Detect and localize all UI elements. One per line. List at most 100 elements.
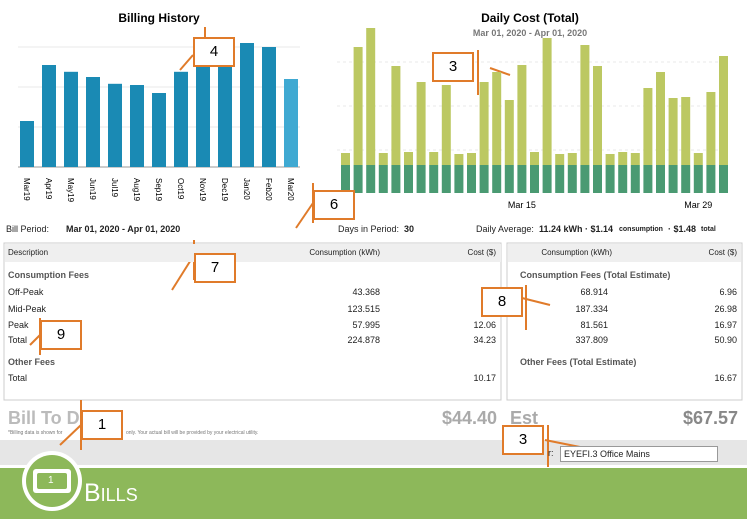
bar-segment [567, 153, 577, 165]
bar-segment [643, 88, 653, 165]
bar [196, 65, 210, 167]
label: Days in Period: [338, 224, 400, 234]
bar-segment [693, 153, 703, 165]
bar-segment [681, 165, 691, 193]
callout-line [489, 67, 511, 76]
callout: 9 [40, 320, 82, 350]
bar-segment [593, 165, 602, 193]
label: Bill Period: [6, 224, 50, 234]
bar-segment [492, 72, 502, 165]
th: Description [8, 248, 49, 257]
cell: 16.97 [714, 320, 737, 330]
callout-line [544, 439, 581, 448]
cell: 123.515 [347, 304, 380, 314]
bar [42, 65, 56, 167]
callout: 8 [481, 287, 523, 317]
device-select[interactable]: EYEFI.3 Office Mains [560, 446, 718, 462]
bar-segment [580, 45, 590, 165]
chart-subtitle: Mar 01, 2020 - Apr 01, 2020 [473, 28, 587, 38]
callout-line [295, 202, 314, 229]
cell: Off-Peak [8, 287, 44, 297]
bar [240, 43, 254, 167]
bar-segment [630, 165, 640, 193]
x-tick-label: Oct19 [176, 178, 185, 200]
value: 30 [404, 224, 415, 234]
cell: 81.561 [580, 320, 608, 330]
bar-segment [467, 165, 476, 193]
cell: Peak [8, 320, 29, 330]
bar-segment [693, 165, 703, 193]
icon-label: 1 [48, 475, 54, 486]
bar-segment [719, 56, 728, 165]
bar-segment [517, 65, 527, 165]
cell: 16.67 [714, 373, 737, 383]
bar-segment [454, 165, 464, 193]
section: Other Fees [8, 357, 56, 367]
bar-segment [504, 165, 514, 193]
bill-to: Bill To D [8, 408, 80, 428]
bar-segment [404, 165, 413, 193]
th: Cost ($) [467, 248, 496, 257]
bar-segment [441, 85, 451, 165]
bar [20, 121, 34, 167]
x-tick-label: May19 [66, 178, 75, 203]
x-tick-label: Jun19 [88, 178, 97, 200]
bar [108, 83, 122, 167]
amount: $44.40 [441, 408, 497, 428]
bar-segment [643, 165, 653, 193]
bar-segment [441, 165, 451, 193]
bar-segment [353, 165, 363, 193]
bar-segment [429, 165, 439, 193]
icon-bill-inner [37, 473, 67, 489]
cell: Total [8, 335, 28, 345]
bar-segment [504, 100, 514, 165]
th: Consumption (kWh) [541, 248, 612, 257]
th: Consumption (kWh) [309, 248, 380, 257]
bar-segment [668, 98, 678, 165]
cell: 12.06 [473, 320, 496, 330]
bar-segment [656, 165, 665, 193]
bar-segment [706, 92, 716, 165]
bar-segment [341, 153, 350, 165]
cell: 10.17 [473, 373, 496, 383]
callout: 4 [193, 37, 235, 67]
bar-segment [605, 154, 615, 165]
chart-title: Billing History [118, 11, 200, 25]
bar-segment [618, 152, 628, 165]
cell: 68.914 [580, 287, 608, 297]
bar [218, 59, 232, 167]
cell: Total [8, 373, 28, 383]
x-tick-label: Mar 29 [684, 200, 712, 210]
callout-line [179, 54, 194, 71]
bar [284, 79, 298, 167]
x-tick-label: Mar 15 [508, 200, 536, 210]
value: 11.24 kWh · $1.14 [539, 224, 614, 234]
bar-segment [366, 28, 376, 165]
bar-segment [416, 82, 426, 165]
bar-segment [366, 165, 376, 193]
value: · $1.48 [668, 224, 697, 234]
bar-segment [404, 152, 413, 165]
bar-segment [668, 165, 678, 193]
right-table-frame [506, 242, 743, 401]
bar-segment [416, 165, 426, 193]
callout-line [29, 334, 41, 346]
footer-bar [0, 465, 747, 519]
bar-segment [391, 66, 401, 165]
section: Other Fees (Total Estimate) [520, 357, 637, 367]
x-tick-label: Dec19 [220, 178, 229, 202]
bar-segment [593, 66, 602, 165]
bar [64, 71, 78, 167]
cell: 6.96 [719, 287, 737, 297]
x-tick-label: Jan20 [242, 178, 251, 200]
bar [130, 85, 144, 167]
x-tick-label: Nov19 [198, 178, 207, 202]
cell: 34.23 [473, 335, 496, 345]
callout: 6 [313, 190, 355, 220]
callout-line [59, 424, 82, 446]
bar-segment [542, 165, 552, 193]
bar-segment [429, 152, 439, 165]
x-tick-label: Aug19 [132, 178, 141, 202]
cell: 57.995 [352, 320, 380, 330]
callout: 1 [81, 410, 123, 440]
